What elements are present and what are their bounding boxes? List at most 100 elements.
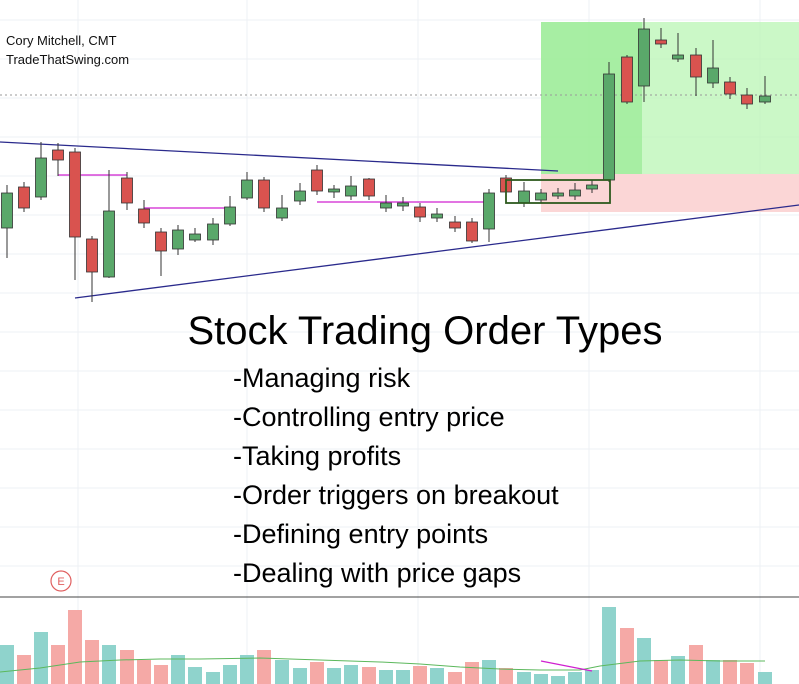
volume-bar — [689, 645, 703, 684]
volume-bar — [327, 668, 341, 684]
candle-body — [363, 178, 375, 197]
trendline-lower — [74, 204, 799, 299]
candle-body — [638, 28, 650, 87]
bullet: -Managing risk — [233, 363, 411, 393]
candle-body — [311, 169, 323, 192]
volume-bar — [758, 672, 772, 684]
candle-body — [345, 185, 357, 197]
candle-body — [103, 210, 115, 278]
candle-body — [121, 177, 133, 204]
volume-bar — [344, 665, 358, 684]
candle-body — [380, 202, 392, 209]
volume-bar — [102, 645, 116, 684]
candle-body — [535, 192, 547, 201]
candles — [1, 18, 771, 302]
candle-body — [431, 213, 443, 219]
volume-bar — [568, 672, 582, 684]
volume-average — [0, 657, 765, 673]
candle-body — [86, 238, 98, 273]
candle-body — [35, 157, 47, 198]
bullet: -Controlling entry price — [233, 402, 505, 432]
candle-body — [759, 95, 771, 103]
candle-body — [569, 189, 581, 197]
volume-bar — [465, 662, 479, 684]
candle-body — [552, 192, 564, 197]
volume-bar — [482, 660, 496, 684]
candle-body — [189, 233, 201, 241]
author: Cory Mitchell, CMT — [6, 33, 117, 48]
volume-bar — [430, 668, 444, 684]
candle-body — [258, 179, 270, 209]
candle-body — [414, 206, 426, 218]
candle-body — [466, 221, 478, 242]
volume-bar — [362, 667, 376, 684]
consolidation-box — [505, 179, 611, 204]
volume-bar — [51, 645, 65, 684]
volume-bar — [706, 660, 720, 684]
volume-bar — [448, 672, 462, 684]
volume-bar — [257, 650, 271, 684]
candle-body — [672, 54, 684, 60]
bullet-list: -Managing risk -Controlling entry price -T… — [233, 363, 559, 588]
volume-bar — [620, 628, 634, 684]
bullet: -Dealing with price gaps — [233, 558, 521, 588]
volume-bar — [171, 655, 185, 684]
volume-bar — [275, 660, 289, 684]
volume-bar — [206, 672, 220, 684]
earnings-marker — [50, 570, 72, 592]
volume-bar — [551, 676, 565, 684]
volume-bar — [585, 670, 599, 684]
candle-body — [207, 223, 219, 241]
volume-bar — [223, 665, 237, 684]
volume-bar — [120, 650, 134, 684]
volume-bar — [188, 667, 202, 684]
candle-body — [690, 54, 702, 78]
candle-body — [224, 206, 236, 225]
candle-body — [724, 81, 736, 95]
candle-body — [586, 184, 598, 190]
volume-bar — [534, 674, 548, 684]
candle-body — [138, 208, 150, 224]
candle-body — [276, 207, 288, 219]
bullet: -Order triggers on breakout — [233, 480, 559, 510]
candle-body — [69, 151, 81, 238]
candle-body — [155, 231, 167, 252]
volume-bar — [85, 640, 99, 684]
volume — [0, 607, 772, 684]
volume-bar — [34, 632, 48, 684]
volume-bar — [293, 668, 307, 684]
volume-bar — [499, 668, 513, 684]
candle-body — [603, 73, 615, 181]
volume-bar — [396, 670, 410, 684]
earnings-label: E — [57, 576, 64, 588]
candle-body — [518, 190, 530, 204]
candle-body — [241, 179, 253, 199]
candle-body — [328, 188, 340, 193]
volume-bar — [154, 665, 168, 684]
volume-bar — [654, 660, 668, 684]
volume-bar — [671, 656, 685, 684]
volume-bar — [68, 610, 82, 684]
candle-body — [741, 94, 753, 105]
candle-body — [621, 56, 633, 103]
volume-bar — [413, 666, 427, 684]
candle-body — [449, 221, 461, 229]
volume-bar — [517, 672, 531, 684]
candle-body — [294, 190, 306, 202]
volume-bar — [723, 660, 737, 684]
bullet: -Defining entry points — [233, 519, 488, 549]
title: Stock Trading Order Types — [187, 309, 662, 353]
candle-body — [18, 186, 30, 209]
volume-bar — [0, 645, 14, 684]
candle-body — [707, 67, 719, 84]
volume-bar — [137, 660, 151, 684]
candle-body — [655, 39, 667, 45]
candle-body — [172, 229, 184, 250]
site: TradeThatSwing.com — [6, 52, 129, 67]
volume-bar — [310, 662, 324, 684]
candle-body — [52, 149, 64, 161]
candle-body — [1, 192, 13, 229]
bullet: -Taking profits — [233, 441, 401, 471]
